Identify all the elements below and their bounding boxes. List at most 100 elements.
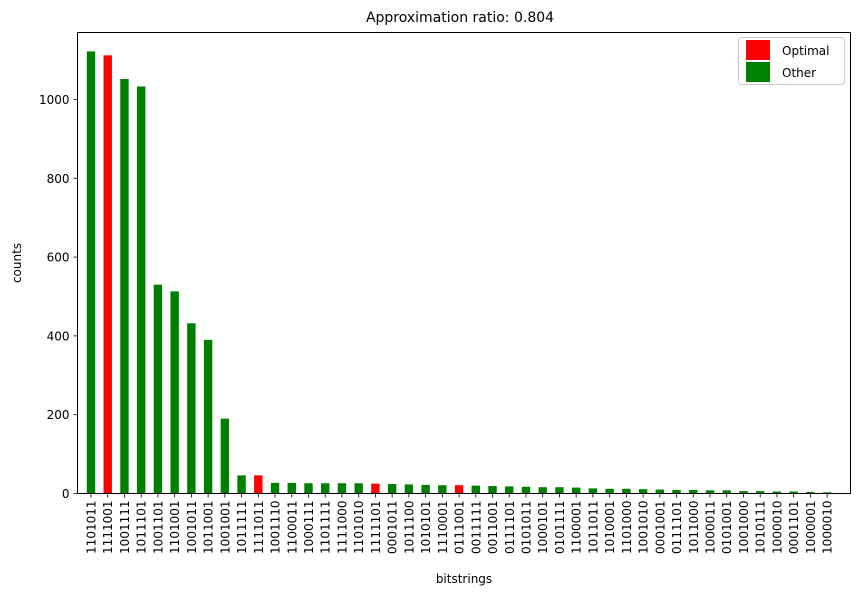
x-tick-label: 1010001	[603, 501, 617, 554]
bar-1101001	[170, 291, 179, 494]
x-tick-label: 1011101	[135, 501, 149, 554]
x-tick-label: 1100001	[570, 501, 584, 554]
legend-label-optimal: Optimal	[782, 44, 829, 58]
x-tick-label: 1101111	[319, 501, 333, 554]
x-tick-label: 1111101	[369, 501, 383, 554]
y-tick-label: 200	[47, 408, 70, 422]
bar-1100011	[287, 482, 296, 494]
x-tick-label: 1101001	[168, 501, 182, 554]
x-tick-label: 1011001	[202, 501, 216, 554]
legend-label-other: Other	[782, 66, 816, 80]
y-tick-label: 600	[47, 251, 70, 265]
x-tick-label: 1001000	[737, 501, 751, 554]
x-tick-label: 0001001	[653, 501, 667, 554]
x-tick-label: 0011111	[469, 501, 483, 554]
bar-1011001	[203, 339, 213, 494]
x-tick-label: 1011111	[235, 501, 249, 554]
bar-1001111	[120, 78, 129, 494]
x-tick-label: 0101011	[519, 501, 533, 554]
bar-0111101	[672, 489, 681, 494]
x-tick-label: 1001010	[637, 501, 651, 554]
bar-0001001	[655, 489, 665, 494]
plot-frame	[77, 32, 851, 494]
bar-1111101	[371, 483, 380, 494]
bar-0011001	[488, 486, 497, 494]
legend-swatch-optimal	[746, 40, 770, 60]
x-tick-label: 1001011	[185, 501, 199, 554]
plot-area	[86, 51, 832, 494]
bar-1001011	[187, 323, 196, 494]
x-tick-label: 0101001	[720, 501, 734, 554]
legend: Optimal Other	[738, 37, 845, 85]
x-axis-label: bitstrings	[436, 572, 492, 586]
x-tick-label: 1101011	[85, 501, 99, 554]
x-tick-label: 0111101	[503, 501, 517, 554]
x-tick-label: 0111101	[670, 501, 684, 554]
bar-1101000	[622, 488, 631, 494]
bar-1000010	[772, 491, 782, 494]
bar-1001101	[153, 284, 163, 494]
x-tick-label: 1000101	[536, 501, 550, 554]
y-axis-label: counts	[10, 243, 24, 283]
y-tick-label: 800	[47, 172, 70, 186]
x-tick-label: 1010101	[419, 501, 433, 554]
bar-1011101	[136, 86, 146, 494]
x-tick-label: 1101010	[352, 501, 366, 554]
x-tick-label: 1011100	[402, 501, 416, 554]
y-tick-label: 0	[62, 487, 70, 501]
x-tick-label: 1000111	[302, 501, 316, 554]
bar-0011111	[471, 485, 480, 494]
bar-1001001	[220, 418, 230, 494]
x-axis: 1101011 1111001 1001111 1011101 1001101 11010…	[85, 493, 835, 554]
x-tick-label: 0101111	[553, 501, 567, 554]
bar-1011111	[237, 475, 246, 494]
bar-1000010	[822, 492, 832, 494]
bar-1001110	[270, 482, 280, 494]
bar-1101010	[354, 483, 363, 494]
bar-1011100	[404, 484, 414, 494]
x-tick-label: 1000011	[704, 501, 718, 554]
x-tick-label: 1011011	[586, 501, 600, 554]
x-tick-label: 1001101	[151, 501, 165, 554]
x-tick-label: 1001111	[118, 501, 132, 554]
bar-1101111	[321, 483, 330, 494]
bar-1110001	[438, 485, 447, 494]
x-tick-label: 1101000	[620, 501, 634, 554]
bar-1000101	[538, 487, 547, 494]
y-tick-label: 400	[47, 329, 70, 343]
x-tick-label: 1100011	[285, 501, 299, 554]
x-tick-label: 0111001	[453, 501, 467, 554]
x-tick-label: 1000010	[770, 501, 784, 554]
chart-title: Approximation ratio: 0.804	[366, 10, 554, 26]
bar-1010101	[421, 484, 430, 494]
bar-1011011	[588, 488, 598, 494]
bar-1111001	[103, 55, 112, 494]
bar-0001101	[789, 491, 798, 494]
bar-1111011	[254, 475, 263, 494]
x-tick-label: 1111011	[252, 501, 266, 554]
bar-0101001	[722, 490, 731, 494]
bar-0111001	[454, 485, 464, 494]
x-tick-label: 1111000	[335, 501, 349, 554]
x-tick-label: 1001110	[269, 501, 283, 554]
bar-0111101	[505, 486, 514, 494]
x-tick-label: 1001001	[218, 501, 232, 554]
bar-1011000	[689, 489, 698, 494]
x-tick-label: 1000010	[821, 501, 835, 554]
x-tick-label: 1111001	[101, 501, 115, 554]
y-tick-label: 1000	[39, 93, 70, 107]
x-tick-label: 0001101	[787, 501, 801, 554]
bar-1010111	[756, 491, 765, 494]
x-tick-label: 1010111	[754, 501, 768, 554]
bar-1100001	[571, 487, 581, 494]
x-tick-label: 1110001	[436, 501, 450, 554]
x-tick-label: 1000001	[804, 501, 818, 554]
bar-1101011	[86, 51, 96, 494]
bar-1000001	[806, 491, 815, 494]
legend-swatch-other	[746, 62, 770, 82]
x-tick-label: 0011001	[486, 501, 500, 554]
bar-0001011	[387, 484, 397, 494]
bar-1111000	[337, 483, 347, 494]
x-tick-label: 1011000	[687, 501, 701, 554]
